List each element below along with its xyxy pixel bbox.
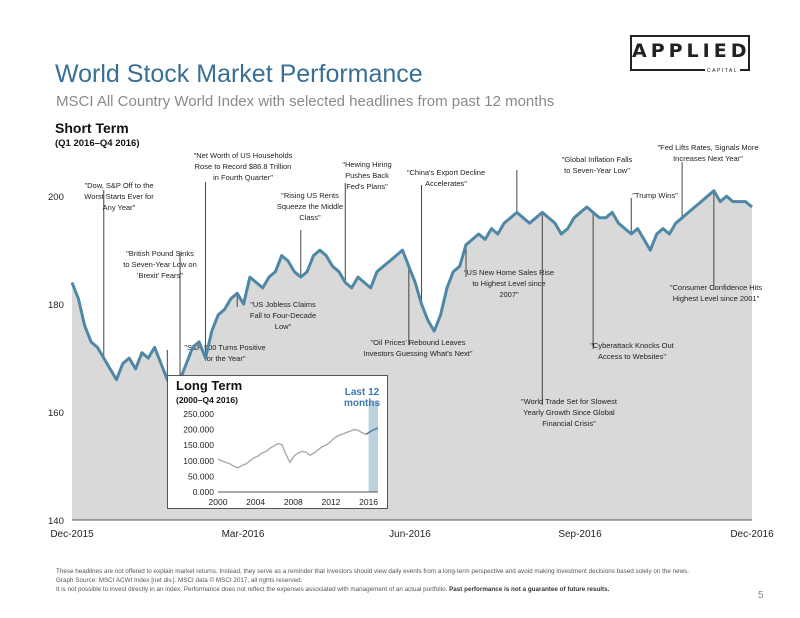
y-tick-label: 180 [48,300,64,311]
footnote-line-3-text: It is not possible to invest directly in… [56,586,448,593]
index-line [70,189,753,392]
short-term-range: (Q1 2016–Q4 2016) [55,138,140,149]
page-title: World Stock Market Performance [55,60,423,88]
short-term-chart: "Dow, S&P Off to the Worst Starts Ever fo… [48,143,774,540]
long-term-heading: Long Term [176,378,243,393]
inset-y-tick-label: 100.000 [183,456,214,466]
headline-h14: "Trump Wins" [632,191,678,200]
headline-h9: "China's Export Decline Accelerates" [407,168,485,188]
footnotes: These headlines are not offered to expla… [56,567,689,594]
last-12-months-highlight [368,402,378,492]
y-tick-label: 160 [48,408,64,419]
inset-x-tick-label: 2008 [284,497,303,507]
long-term-chart: 0.000 50.000 100.000 150.000 200.000 250.000 2… [183,402,379,507]
headline-h6: "Rising US Rents Squeeze the Middle Class" [277,191,343,222]
y-tick-label: 140 [48,516,64,527]
long-term-line-recent [365,427,379,435]
long-term-line [217,428,367,469]
inset-x-tick-label: 2004 [246,497,265,507]
inset-y-tick-label: 0.000 [193,487,215,497]
last-12-months-label: Last 12 months [343,387,381,409]
applied-capital-logo: APPLIED CAPITAL [630,35,751,74]
headline-h1: "Dow, S&P Off to the Worst Starts Ever fo… [84,181,154,212]
inset-y-tick-label: 50.000 [188,471,214,481]
headline-h13: "Cyberattack Knocks Out Access to Website… [590,341,674,361]
headline-h3: "S&P 500 Turns Positive for the Year" [184,343,265,363]
x-tick-label: Jun-2016 [389,529,431,540]
page-subtitle: MSCI All Country World Index with select… [56,93,555,110]
short-term-heading: Short Term [55,120,129,136]
long-term-range: (2000–Q4 2016) [176,395,238,405]
headline-h5: "US Jobless Claims Fall to Four-Decade Low… [250,300,316,331]
headline-h10: "US New Home Sales Rise to Highest Level … [464,268,554,299]
headline-h16: "Consumer Confidence Hits Highest Level s… [670,283,763,303]
logo-subtext: CAPITAL [705,68,740,74]
headline-h4: "Net Worth of US Households Rose to Recor… [194,151,293,182]
inset-x-tick-label: 2016 [359,497,378,507]
footnote-line-3: It is not possible to invest directly in… [56,585,689,594]
x-tick-label: Dec-2015 [50,529,94,540]
headline-h7: "Hewing Hiring Pushes Back Fed's Plans" [342,160,391,191]
logo-wordmark: APPLIED [632,40,751,62]
x-tick-label: Sep-2016 [558,529,602,540]
y-tick-label: 200 [48,192,64,203]
x-tick-label: Dec-2016 [730,529,774,540]
headline-h12: "World Trade Set for Slowest Yearly Growt… [521,397,618,428]
inset-x-tick-label: 2012 [321,497,340,507]
long-term-inset: 0.000 50.000 100.000 150.000 200.000 250.000 2… [167,375,388,509]
inset-y-tick-label: 200.000 [183,425,214,435]
footnote-line-1: These headlines are not offered to expla… [56,568,690,575]
headline-h11: "Global Inflation Falls to Seven-Year Low… [562,155,633,175]
headline-h15: "Fed Lifts Rates, Signals More Increases … [657,143,758,163]
inset-y-tick-label: 250.000 [183,409,214,419]
footnote-line-3-bold: Past performance is not a guarantee of f… [449,586,610,593]
footnote-line-2: Graph Source: MSCI ACWI Index [net div.]… [56,577,303,584]
headline-h8: "Oil Prices' Rebound Leaves Investors Gue… [363,338,472,358]
page-number: 5 [758,590,764,601]
inset-x-tick-label: 2000 [209,497,228,507]
inset-y-tick-label: 150.000 [183,440,214,450]
headline-h2: "British Pound Sinks to Seven-Year Low on… [123,249,197,280]
x-tick-label: Mar-2016 [222,529,265,540]
